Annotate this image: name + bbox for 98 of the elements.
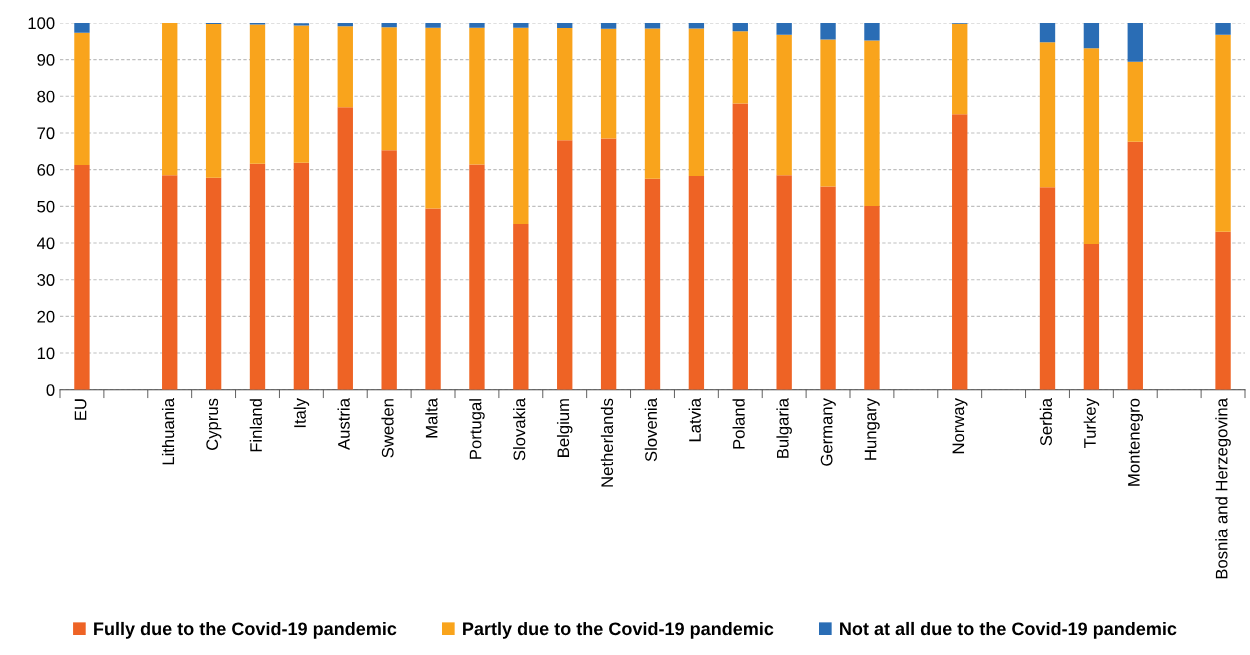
- bar: [337, 26, 353, 108]
- bar: [293, 25, 310, 163]
- y-tick-label: 10: [37, 347, 55, 360]
- bar: [1127, 141, 1143, 390]
- y-tick-label: 70: [37, 127, 55, 140]
- bar: [74, 164, 90, 390]
- bar: [249, 24, 266, 164]
- bar: [425, 22, 441, 28]
- bar: [600, 138, 617, 390]
- bar: [1215, 231, 1231, 390]
- legend-label: Partly due to the Covid-19 pandemic: [463, 621, 774, 639]
- bar: [732, 22, 748, 32]
- y-tick-label: 30: [37, 274, 55, 286]
- bar: [162, 22, 178, 176]
- bar: [513, 223, 529, 390]
- x-tick-label: Netherlands: [600, 398, 614, 487]
- bar: [644, 28, 661, 179]
- x-tick-label: Bulgaria: [776, 398, 792, 458]
- bar: [513, 22, 529, 28]
- x-tick-label: Sweden: [381, 399, 394, 458]
- bar: [732, 31, 748, 104]
- bar: [864, 22, 880, 41]
- bar: [820, 186, 836, 390]
- bar: [337, 107, 353, 390]
- bar: [469, 22, 485, 28]
- x-tick-label: Turkey: [1083, 398, 1100, 448]
- x-tick-label: Serbia: [1039, 398, 1052, 446]
- bar: [820, 39, 836, 187]
- bar: [205, 24, 222, 178]
- bar: [425, 208, 441, 390]
- bar: [557, 28, 573, 141]
- bar: [293, 162, 310, 390]
- x-tick-label: Germany: [820, 398, 836, 466]
- x-tick-label: Finland: [249, 399, 262, 452]
- x-tick-label: Bosnia and Herzegovina: [1215, 398, 1231, 579]
- x-tick-label: Norway: [952, 398, 968, 454]
- bar: [74, 32, 90, 165]
- bar: [469, 27, 485, 165]
- bar: [1215, 34, 1231, 232]
- x-tick-label: Austria: [337, 398, 350, 450]
- bar: [205, 177, 222, 390]
- bar: [249, 163, 266, 390]
- legend-label: Not at all due to the Covid-19 pandemic: [840, 621, 1177, 639]
- bar: [469, 164, 485, 390]
- x-tick-label: Portugal: [469, 399, 485, 459]
- x-tick-label: Belgium: [556, 399, 573, 457]
- x-tick-label: Cyprus: [206, 398, 222, 450]
- bar: [1039, 42, 1056, 188]
- bar: [557, 140, 573, 390]
- x-tick-label: Italy: [293, 398, 310, 428]
- x-tick-label: Slovenia: [644, 398, 657, 462]
- bar: [1215, 22, 1231, 35]
- x-tick-label: Hungary: [864, 398, 880, 460]
- y-tick-label: 40: [36, 237, 55, 250]
- bar: [776, 22, 792, 35]
- bar: [1039, 187, 1056, 390]
- bar: [381, 150, 397, 390]
- bar: [776, 34, 792, 176]
- bar: [600, 22, 617, 29]
- x-tick-label: Malta: [425, 398, 438, 438]
- bar: [1039, 22, 1056, 43]
- bar: [162, 175, 178, 390]
- y-tick-label: 100: [28, 17, 55, 30]
- y-tick-label: 0: [46, 384, 55, 396]
- bar: [74, 22, 90, 33]
- x-tick-label: EU: [74, 399, 87, 420]
- bar: [644, 178, 661, 390]
- x-tick-label: Montenegro: [1128, 398, 1144, 486]
- bar: [952, 114, 968, 390]
- bar: [864, 205, 880, 390]
- y-tick-label: 50: [37, 200, 55, 213]
- bar: [1083, 244, 1100, 390]
- bar: [381, 27, 397, 151]
- y-tick-label: 80: [37, 90, 55, 103]
- y-tick-label: 90: [37, 54, 55, 66]
- bar: [600, 28, 617, 139]
- bar: [1127, 61, 1143, 142]
- bar: [776, 175, 792, 390]
- bar: [557, 22, 573, 29]
- x-tick-label: Latvia: [688, 398, 701, 442]
- legend-label: Fully due to the Covid-19 pandemic: [94, 621, 397, 639]
- bar: [688, 175, 705, 390]
- bar: [732, 103, 748, 390]
- bar: [1083, 22, 1100, 49]
- bar: [1083, 48, 1100, 245]
- y-tick-label: 60: [37, 164, 55, 176]
- bar: [425, 27, 441, 209]
- bar: [513, 27, 529, 224]
- bar: [864, 40, 880, 206]
- bar: [688, 28, 705, 176]
- y-tick-label: 20: [37, 310, 55, 323]
- bar: [952, 23, 968, 115]
- x-tick-label: Lithuania: [161, 398, 175, 465]
- x-tick-label: Slovakia: [513, 398, 526, 461]
- bar: [1127, 22, 1143, 62]
- bar: [381, 22, 397, 28]
- bar: [820, 22, 836, 40]
- x-tick-label: Poland: [732, 399, 745, 449]
